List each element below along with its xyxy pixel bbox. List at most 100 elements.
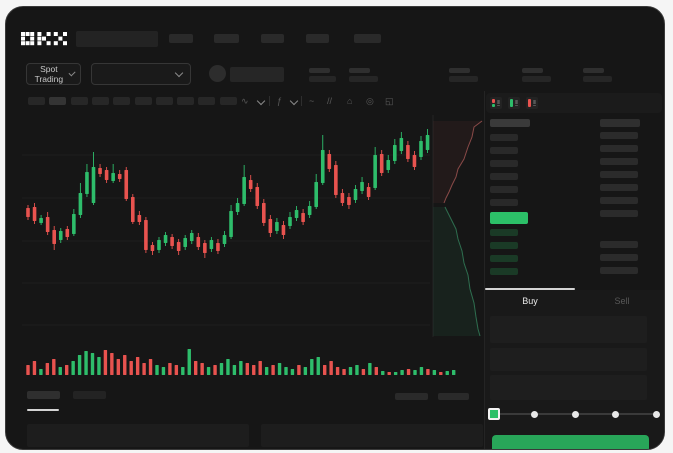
buy-button[interactable] [492, 435, 649, 449]
orders-action-placeholder[interactable] [438, 393, 469, 400]
orders-table-placeholder [27, 424, 249, 447]
volume-bar [65, 365, 69, 375]
volume-bar [271, 365, 275, 375]
volume-bar [400, 370, 404, 375]
bid-price-row[interactable] [490, 268, 518, 275]
candle-body [320, 150, 325, 183]
depth-asks-fill [433, 121, 482, 203]
candle-body [307, 206, 312, 215]
ticker-stat-label [309, 68, 330, 73]
ask-price-row[interactable] [490, 160, 518, 167]
volume-bar [77, 355, 82, 375]
timeframe-button[interactable] [219, 97, 237, 105]
candle-body [203, 243, 207, 253]
tab-sell[interactable]: Sell [614, 296, 630, 306]
volume-bar [432, 370, 437, 375]
last-price-badge[interactable] [490, 212, 528, 224]
function-icon[interactable]: ƒ [277, 96, 283, 106]
candle-body [189, 233, 194, 241]
nav-item-placeholder[interactable] [261, 34, 284, 43]
nav-item-placeholder[interactable] [169, 34, 193, 43]
order-amount-row [600, 267, 638, 274]
timeframe-button[interactable] [134, 97, 152, 105]
okx-logo[interactable] [21, 32, 69, 46]
trading-app-window: Spot Trading Buy Sell ∿ [5, 6, 665, 450]
depth-bids-fill [433, 207, 480, 336]
order-amount-row [600, 171, 638, 178]
order-amount-row [600, 254, 638, 261]
timeframe-button[interactable] [177, 97, 195, 105]
timeframe-button[interactable] [198, 97, 216, 105]
timeframe-button[interactable] [28, 97, 45, 105]
orderbook-lines [497, 99, 500, 107]
camera-icon[interactable]: ⌂ [347, 96, 353, 106]
total-input-placeholder[interactable] [490, 375, 647, 400]
tab-buy[interactable]: Buy [522, 296, 538, 306]
bid-price-row[interactable] [490, 255, 518, 262]
slider-stop-dot[interactable] [531, 411, 538, 418]
volume-bar [26, 365, 30, 375]
orders-tab-placeholder[interactable] [27, 391, 60, 399]
volume-bar [206, 367, 211, 375]
timeframe-button[interactable] [70, 97, 88, 105]
amount-input-placeholder[interactable] [490, 348, 647, 371]
settings-icon[interactable]: ◎ [366, 96, 374, 106]
orderbook-amount-header [600, 119, 640, 127]
ask-price-row[interactable] [490, 147, 518, 154]
ticker-stat-value [349, 76, 378, 82]
nav-item-placeholder[interactable] [306, 34, 329, 43]
volume-bar [129, 361, 133, 375]
slider-stop-dot[interactable] [652, 411, 660, 418]
ask-price-row[interactable] [490, 173, 518, 180]
candle-body [340, 193, 345, 203]
orderbook-both-icon[interactable] [490, 97, 502, 109]
bid-price-row[interactable] [490, 242, 518, 249]
bid-price-row[interactable] [490, 229, 518, 236]
fullscreen-icon[interactable]: ◱ [385, 96, 394, 106]
timeframe-button[interactable] [49, 97, 67, 105]
chevron-down-icon [256, 96, 266, 106]
orders-tab-placeholder[interactable] [73, 391, 106, 399]
ask-price-row[interactable] [490, 134, 518, 141]
timeframe-button[interactable] [113, 97, 131, 105]
slider-handle[interactable] [488, 408, 500, 420]
candle-body [58, 231, 63, 240]
volume-bar [39, 369, 43, 375]
volume-bar [84, 351, 88, 375]
compare-icon[interactable]: // [327, 96, 333, 106]
slider-stop-dot[interactable] [571, 411, 579, 418]
ask-price-row[interactable] [490, 186, 518, 193]
volume-bar [110, 353, 114, 375]
candle-body [85, 172, 89, 194]
ask-price-row[interactable] [490, 199, 518, 206]
timeframe-button[interactable] [91, 97, 109, 105]
orders-action-placeholder[interactable] [395, 393, 428, 400]
orderbook-bids-icon[interactable] [508, 97, 520, 109]
market-type-dropdown[interactable]: Spot Trading [26, 63, 81, 85]
order-amount-row [600, 158, 638, 165]
header-search-placeholder[interactable] [76, 31, 158, 47]
chevron-down-icon[interactable] [256, 96, 266, 106]
candle-body [163, 235, 168, 243]
timeframe-button[interactable] [155, 97, 173, 105]
price-input-placeholder[interactable] [490, 316, 647, 343]
volume-bar [413, 370, 417, 375]
volume-bar [361, 369, 366, 375]
coin-avatar[interactable] [209, 65, 226, 82]
orderbook-asks-icon[interactable] [526, 97, 538, 109]
line-tool-icon[interactable]: ~ [309, 96, 315, 106]
nav-item-placeholder[interactable] [354, 34, 381, 43]
candle-body [288, 217, 292, 226]
candle-body [104, 170, 109, 180]
pair-selector-dropdown[interactable] [91, 63, 191, 85]
indicator-wave-icon[interactable]: ∿ [241, 96, 249, 106]
header-action-placeholder[interactable] [230, 67, 284, 82]
orderbook-asks-glyph [528, 99, 531, 107]
ticker-stat-label [349, 68, 370, 73]
order-amount-row [600, 132, 638, 139]
chevron-down-icon[interactable] [289, 96, 299, 106]
nav-item-placeholder[interactable] [214, 34, 239, 43]
volume-bar [445, 371, 449, 375]
slider-stop-dot[interactable] [612, 411, 619, 418]
order-amount-row [600, 145, 638, 152]
